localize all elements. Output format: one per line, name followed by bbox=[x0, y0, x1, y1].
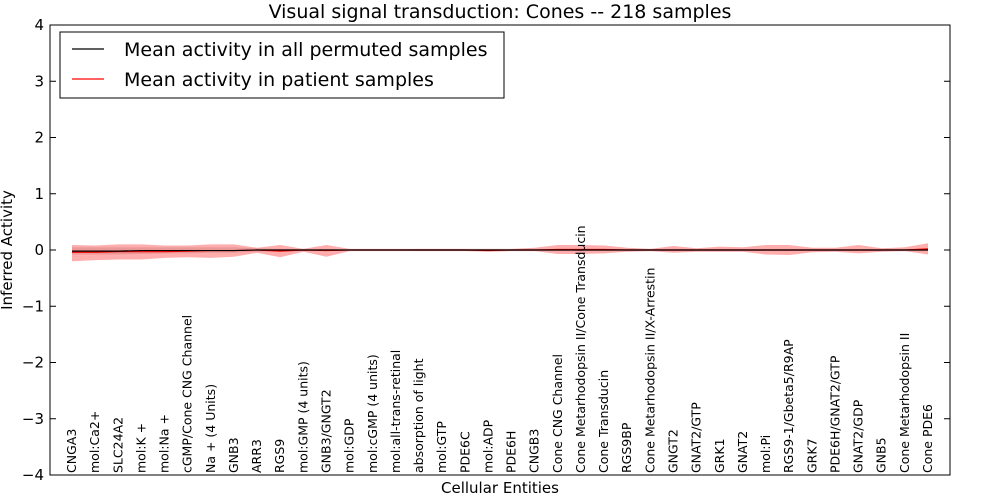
x-axis-label: Cellular Entities bbox=[441, 479, 559, 497]
y-tick-label: 2 bbox=[34, 129, 44, 147]
category-label: mol:ADP bbox=[480, 419, 495, 473]
series-lines bbox=[72, 248, 929, 253]
category-label: absorption of light bbox=[411, 358, 426, 473]
y-tick-label: −1 bbox=[22, 297, 44, 315]
category-label: PDE6H/GNAT2/GTP bbox=[827, 355, 842, 473]
y-tick-label: 3 bbox=[34, 72, 44, 90]
y-tick-label: −2 bbox=[22, 354, 44, 372]
category-label: RGS9BP bbox=[619, 422, 634, 473]
legend-label-patient: Mean activity in patient samples bbox=[124, 69, 434, 91]
category-label: CNGB3 bbox=[527, 429, 542, 473]
category-label: Na + (4 Units) bbox=[203, 384, 218, 473]
y-axis-label: Inferred Activity bbox=[0, 190, 16, 310]
legend-label-permuted: Mean activity in all permuted samples bbox=[124, 39, 487, 61]
category-label: GRK7 bbox=[804, 438, 819, 473]
y-axis-ticks: −4 −3 −2 −1 0 1 2 3 4 bbox=[22, 16, 950, 484]
category-label: GNAT2/GTP bbox=[689, 402, 704, 473]
category-label: GNB5 bbox=[874, 437, 889, 473]
category-label: mol:cGMP (4 units) bbox=[365, 354, 380, 473]
y-tick-label: 4 bbox=[34, 16, 44, 34]
category-label: CNGA3 bbox=[64, 429, 79, 473]
category-label: Cone PDE6 bbox=[920, 404, 935, 473]
category-labels: CNGA3 mol:Ca2+ SLC24A2 mol:K + mol:Na + cGMP/… bbox=[64, 225, 935, 473]
legend-box bbox=[59, 31, 505, 99]
category-label: SLC24A2 bbox=[110, 417, 125, 473]
category-label: mol:GTP bbox=[434, 421, 449, 473]
y-tick-label: 1 bbox=[34, 185, 44, 203]
category-label: PDE6H bbox=[504, 431, 519, 473]
line-series-0 bbox=[72, 249, 928, 252]
category-label: mol:Na + bbox=[157, 414, 172, 473]
category-label: Cone CNG Channel bbox=[550, 354, 565, 473]
category-label: mol:Pi bbox=[758, 435, 773, 473]
category-label: ARR3 bbox=[249, 439, 264, 473]
legend: Mean activity in all permuted samples Me… bbox=[59, 31, 505, 99]
category-label: GNAT2 bbox=[735, 431, 750, 473]
category-label: RGS9-1/Gbeta5/R9AP bbox=[781, 339, 796, 473]
category-label: mol:K + bbox=[133, 423, 148, 473]
category-label: Cone Transducin bbox=[596, 370, 611, 473]
category-label: mol:all-trans-retinal bbox=[388, 350, 403, 473]
y-tick-label: 0 bbox=[34, 241, 44, 259]
category-label: GNGT2 bbox=[666, 429, 681, 473]
category-label: mol:Ca2+ bbox=[87, 411, 102, 473]
category-label: GRK1 bbox=[712, 438, 727, 473]
category-label: Cone Metarhodopsin II/X-Arrestin bbox=[642, 268, 657, 473]
category-label: GNB3 bbox=[226, 437, 241, 473]
category-label: mol:GMP (4 units) bbox=[295, 361, 310, 473]
category-label: GNB3/GNGT2 bbox=[318, 389, 333, 473]
category-label: PDE6C bbox=[457, 431, 472, 473]
y-tick-label: −3 bbox=[22, 410, 44, 428]
category-label: RGS9 bbox=[272, 439, 287, 473]
category-label: GNAT2/GDP bbox=[851, 399, 866, 473]
y-tick-label: −4 bbox=[22, 466, 44, 484]
category-label: Cone Metarhodopsin II/Cone Transducin bbox=[573, 225, 588, 473]
category-label: cGMP/Cone CNG Channel bbox=[180, 315, 195, 473]
category-label: mol:GDP bbox=[342, 418, 357, 473]
band-series-1 bbox=[72, 243, 928, 262]
chart-title: Visual signal transduction: Cones -- 218… bbox=[269, 1, 732, 23]
category-label: Cone Metarhodopsin II bbox=[897, 333, 912, 473]
